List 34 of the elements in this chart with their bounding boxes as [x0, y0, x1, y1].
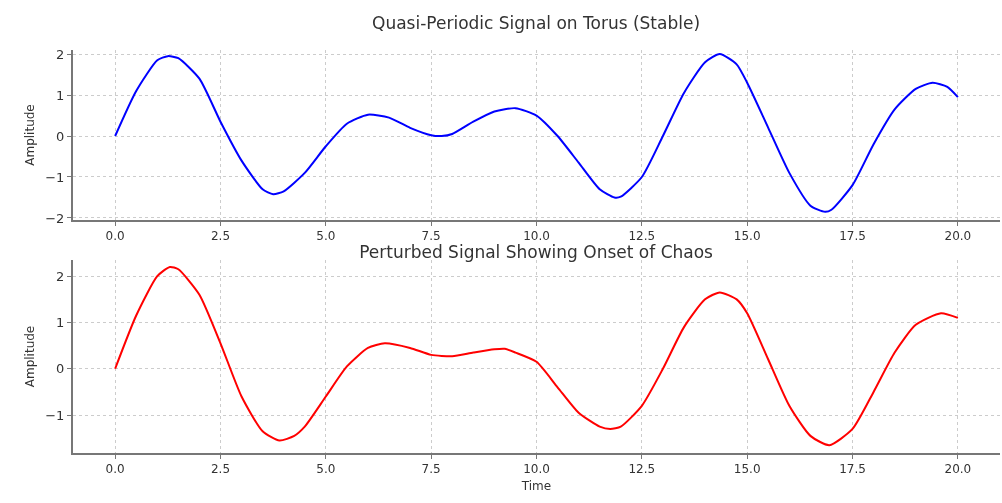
chart-title: Perturbed Signal Showing Onset of Chaos	[359, 242, 714, 263]
y-tick-label: 1	[56, 87, 65, 103]
x-tick-label: 10.0	[523, 229, 550, 244]
x-tick-label: 20.0	[944, 229, 972, 244]
x-axis-title: Time	[520, 478, 552, 493]
x-tick-label: 15.0	[733, 229, 761, 244]
x-tick-label: 15.0	[733, 462, 761, 477]
y-tick-label: −1	[45, 407, 65, 423]
x-tick-label: 0.0	[105, 229, 125, 244]
y-tick-label: 0	[56, 361, 65, 377]
y-axis-title: Amplitude	[23, 325, 38, 388]
x-tick-label: 10.0	[523, 462, 550, 477]
x-tick-label: 20.0	[944, 462, 972, 477]
x-tick-label: 5.0	[316, 229, 336, 244]
x-tick-label: 0.0	[105, 462, 125, 477]
line-series	[114, 265, 959, 447]
x-tick-label: 12.5	[628, 229, 656, 244]
x-tick-label: 17.5	[839, 462, 866, 477]
y-tick-label: 2	[56, 268, 65, 284]
y-tick-label: 2	[56, 46, 65, 62]
y-tick-label: 1	[56, 315, 65, 331]
x-tick-label: 2.5	[210, 462, 231, 477]
chart-title: Quasi-Periodic Signal on Torus (Stable)	[372, 12, 701, 33]
x-tick-label: 5.0	[316, 462, 336, 477]
line-series	[114, 53, 959, 213]
x-tick-label: 12.5	[628, 462, 656, 477]
x-tick-label: 2.5	[210, 229, 231, 244]
x-tick-label: 17.5	[839, 229, 866, 244]
y-axis-title: Amplitude	[23, 104, 38, 166]
x-tick-label: 7.5	[421, 229, 441, 244]
x-tick-label: 7.5	[421, 462, 441, 477]
y-tick-label: −2	[45, 210, 65, 226]
y-tick-label: −1	[45, 169, 65, 185]
y-tick-label: 0	[56, 128, 65, 144]
